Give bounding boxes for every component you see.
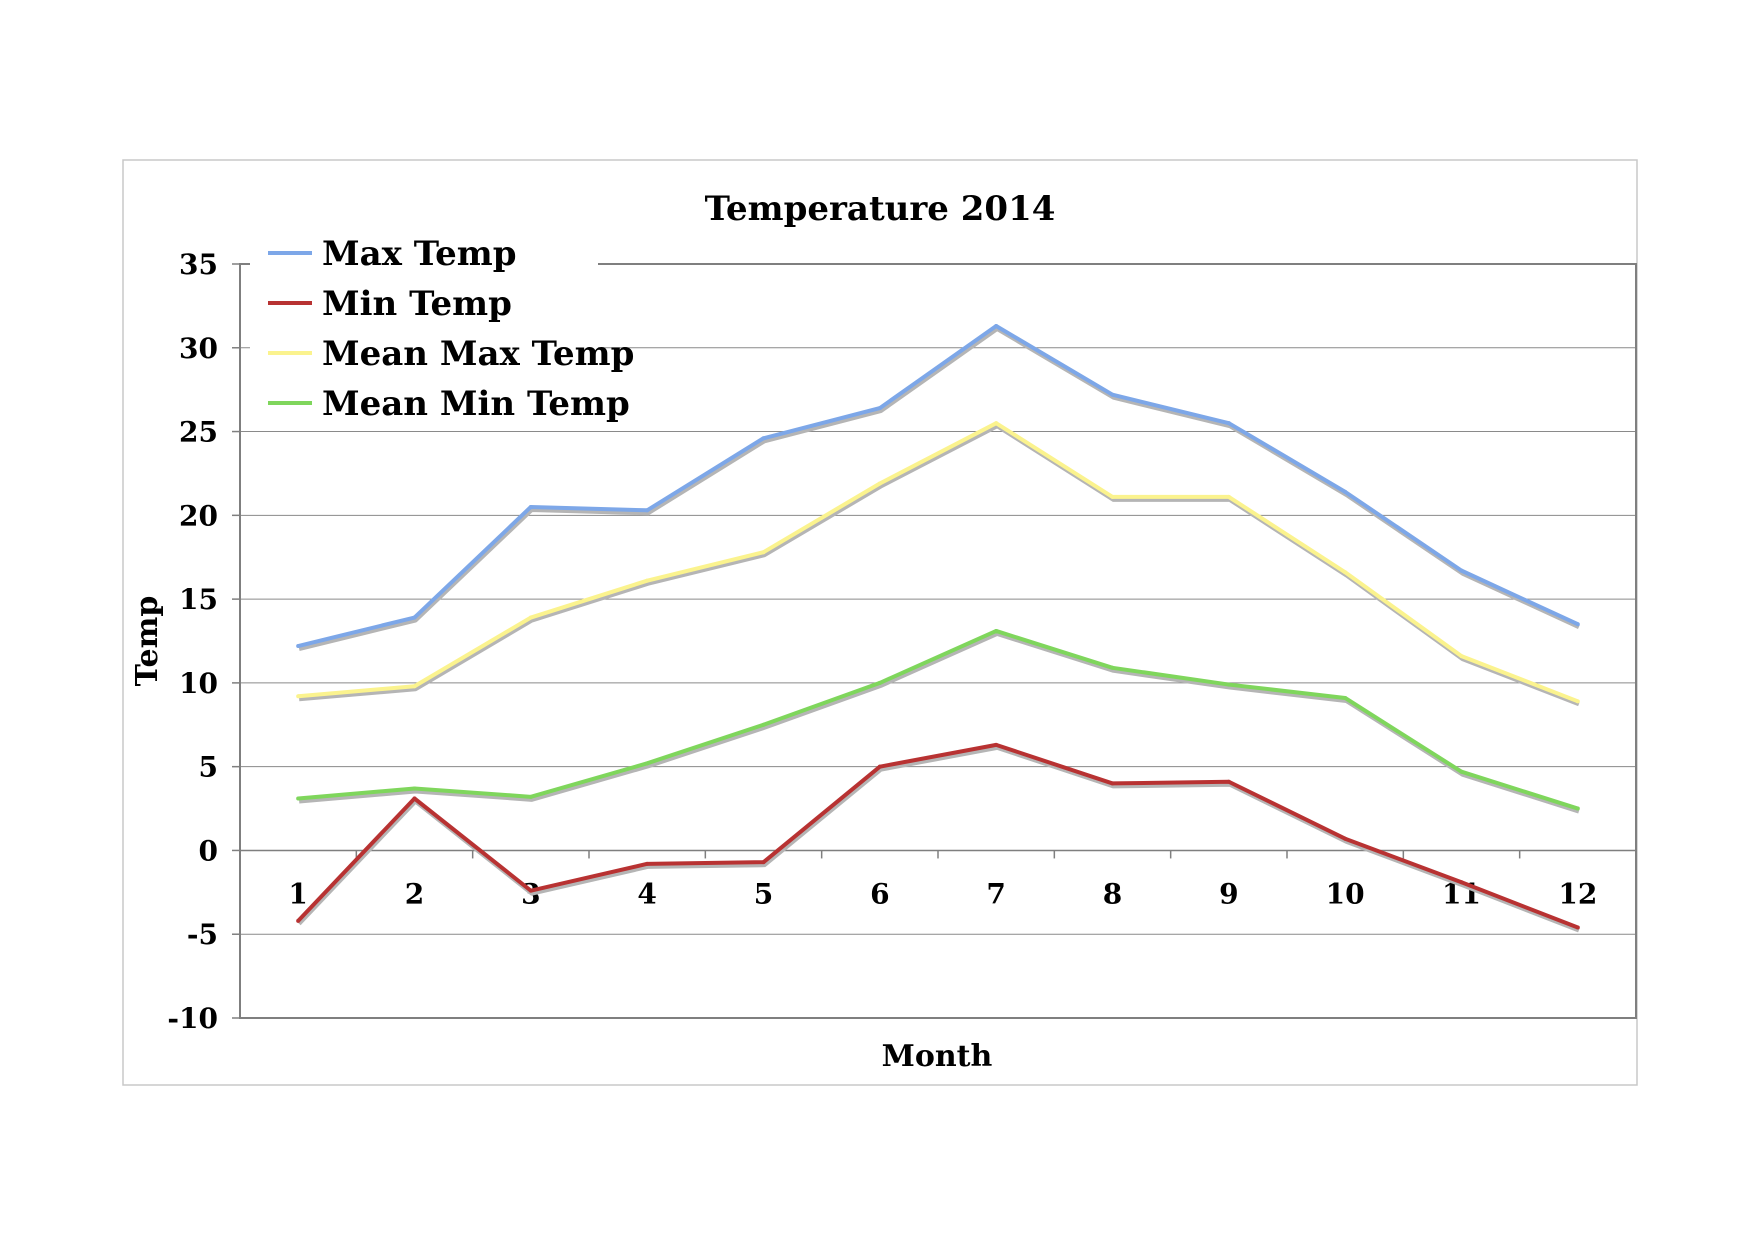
data-point bbox=[761, 722, 766, 727]
data-point bbox=[1343, 570, 1348, 575]
data-point bbox=[761, 436, 766, 441]
series-lines bbox=[296, 323, 1580, 933]
data-point bbox=[296, 918, 301, 923]
series-line-max-temp bbox=[297, 323, 1579, 648]
data-point bbox=[528, 794, 533, 799]
data-point bbox=[1459, 880, 1464, 885]
data-point bbox=[1459, 769, 1464, 774]
data-point bbox=[412, 684, 417, 689]
y-tick-label: -5 bbox=[187, 918, 218, 951]
data-point bbox=[1459, 568, 1464, 573]
data-point bbox=[1575, 925, 1580, 930]
data-point bbox=[1575, 806, 1580, 811]
data-point bbox=[645, 508, 650, 513]
data-point bbox=[994, 742, 999, 747]
data-point bbox=[296, 644, 301, 649]
data-point bbox=[1343, 836, 1348, 841]
data-point bbox=[877, 764, 882, 769]
y-tick-label: 30 bbox=[179, 332, 218, 365]
data-point bbox=[528, 504, 533, 509]
data-point bbox=[761, 550, 766, 555]
series-line-mean-max-temp bbox=[297, 421, 1579, 704]
data-point bbox=[1575, 622, 1580, 627]
y-tick-label: 0 bbox=[199, 834, 218, 867]
data-point bbox=[994, 628, 999, 633]
data-point bbox=[1110, 665, 1115, 670]
data-point bbox=[412, 786, 417, 791]
legend-entry: Max Temp bbox=[322, 234, 517, 274]
data-point bbox=[877, 481, 882, 486]
y-tick-label: 15 bbox=[179, 583, 218, 616]
y-tick-label: 20 bbox=[179, 499, 218, 532]
legend: Max Temp Min Temp Mean Max Temp Mean Min Te… bbox=[268, 234, 634, 424]
data-point bbox=[528, 888, 533, 893]
x-tick-label: 9 bbox=[1219, 877, 1238, 910]
series-line-min-temp bbox=[296, 742, 1579, 930]
x-tick-label: 4 bbox=[637, 877, 656, 910]
data-point bbox=[645, 578, 650, 583]
data-point bbox=[877, 406, 882, 411]
data-point bbox=[994, 421, 999, 426]
y-tick-label: 10 bbox=[179, 667, 218, 700]
x-tick-label: 10 bbox=[1326, 877, 1365, 910]
legend-background bbox=[250, 224, 598, 424]
chart-title: Temperature 2014 bbox=[705, 189, 1056, 229]
data-point bbox=[296, 694, 301, 699]
legend-entry: Mean Min Temp bbox=[322, 384, 630, 424]
legend-entry: Mean Max Temp bbox=[322, 334, 634, 374]
data-point bbox=[1110, 392, 1115, 397]
y-tick-label: 25 bbox=[179, 416, 218, 449]
y-axis-label: Temp bbox=[130, 596, 165, 687]
data-point bbox=[994, 323, 999, 328]
series-line-mean-min-temp bbox=[297, 628, 1579, 811]
data-point bbox=[1343, 695, 1348, 700]
y-tick-label: 35 bbox=[179, 248, 218, 281]
x-tick-label: 2 bbox=[405, 877, 424, 910]
data-point bbox=[761, 860, 766, 865]
data-point bbox=[645, 861, 650, 866]
data-point bbox=[528, 615, 533, 620]
data-point bbox=[1226, 421, 1231, 426]
data-point bbox=[1110, 781, 1115, 786]
data-point bbox=[1226, 682, 1231, 687]
data-point bbox=[1459, 654, 1464, 659]
legend-entry: Min Temp bbox=[322, 284, 512, 324]
x-tick-label: 1 bbox=[288, 877, 307, 910]
y-tick-label: 5 bbox=[199, 751, 218, 784]
x-tick-label: 8 bbox=[1103, 877, 1122, 910]
y-tick-label: -10 bbox=[167, 1002, 218, 1035]
x-tick-label: 12 bbox=[1558, 877, 1597, 910]
data-point bbox=[412, 615, 417, 620]
data-point bbox=[1226, 779, 1231, 784]
data-point bbox=[877, 680, 882, 685]
data-point bbox=[1575, 699, 1580, 704]
data-point bbox=[296, 796, 301, 801]
x-tick-label: 6 bbox=[870, 877, 889, 910]
x-tick-label: 7 bbox=[986, 877, 1005, 910]
x-axis-label: Month bbox=[882, 1039, 993, 1074]
data-point bbox=[1343, 489, 1348, 494]
data-point bbox=[412, 796, 417, 801]
x-tick-label: 5 bbox=[754, 877, 773, 910]
data-point bbox=[1110, 494, 1115, 499]
data-point bbox=[1226, 494, 1231, 499]
data-point bbox=[645, 761, 650, 766]
plot-area bbox=[239, 263, 1637, 1019]
